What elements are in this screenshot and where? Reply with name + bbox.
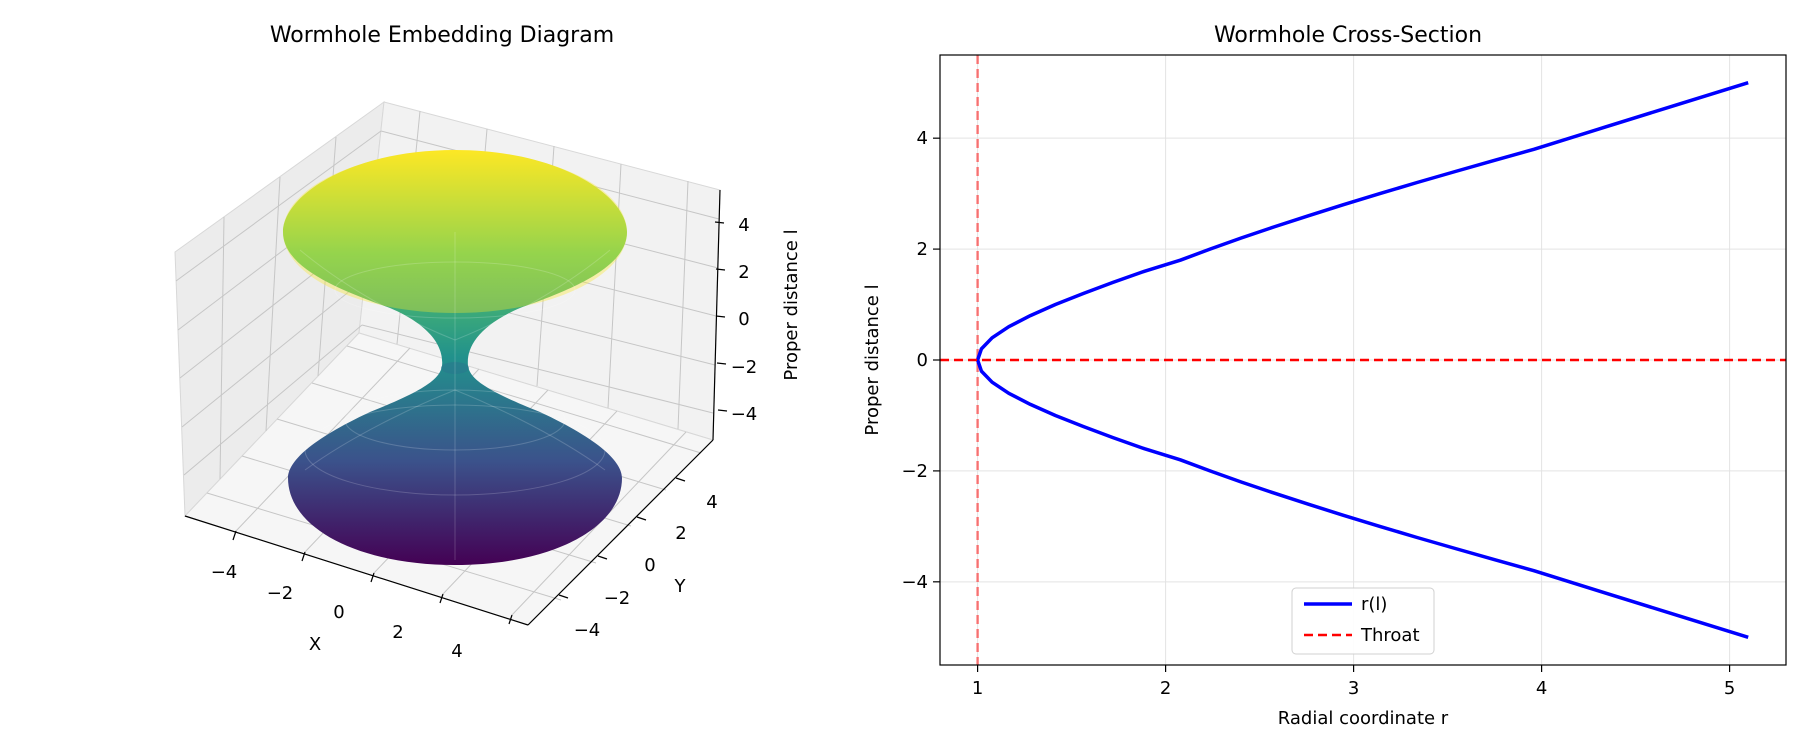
x-tick-label: 4 [451,641,462,662]
x-axis-label-3d: X [309,634,321,655]
x-tick-label: −2 [267,583,294,604]
wormhole-throat [441,362,469,374]
x-tick-label: 4 [1536,678,1547,699]
y-tick-label: −4 [901,572,928,593]
x-tick-label: 2 [392,622,403,643]
legend: r(l) Throat [1291,587,1435,655]
axis-ticks-3d [232,221,728,625]
wormhole-surface [283,150,627,565]
y-tick-label: −4 [574,620,601,641]
legend-label-r: r(l) [1361,594,1387,615]
x-axis-label: Radial coordinate r [1278,708,1449,729]
x-tick-label: 3 [1348,678,1359,699]
x-tick-label: 2 [1160,678,1171,699]
y-tick-label: 4 [917,128,928,149]
legend-label-throat: Throat [1360,625,1420,646]
x-tick-label: 0 [333,602,344,623]
z-tick-label: −4 [731,404,758,425]
x-tick-label: −4 [211,562,238,583]
y-tick-label: −2 [901,461,928,482]
x-tick-label: 5 [1724,678,1735,699]
y-axis-label: Proper distance l [862,284,883,435]
data-lines [940,55,1786,665]
x-tick-label: 1 [972,678,983,699]
z-tick-label: 2 [738,262,749,283]
surface-mesh [299,232,611,560]
z-axis-label-3d: Proper distance l [781,229,802,380]
chart-title-3d: Wormhole Embedding Diagram [270,23,614,48]
y-tick-label: −2 [604,588,631,609]
chart-title-2d: Wormhole Cross-Section [1214,23,1482,48]
y-tick-label: 4 [706,492,717,513]
y-axis-label-3d: Y [674,576,687,597]
z-axis-line [712,189,721,441]
x-axis-line [184,515,529,626]
series-line-r [975,81,1749,639]
y-tick-label: 2 [917,239,928,260]
y-axis-line [527,439,714,626]
cross-section-chart: Wormhole Cross-Section 1 2 3 4 5 −4 −2 0 2 4 Radi… [862,23,1787,729]
embedding-diagram-3d: Wormhole Embedding Diagram [174,23,802,662]
y-tick-label: 0 [644,555,655,576]
z-tick-label: 0 [738,309,749,330]
y-tick-label: 2 [675,523,686,544]
z-tick-label: 4 [738,215,749,236]
axis-ticks-2d: 1 2 3 4 5 −4 −2 0 2 4 [901,128,1735,699]
y-tick-label: 0 [917,350,928,371]
z-tick-label: −2 [731,357,758,378]
wormhole-top-rim [283,151,627,313]
